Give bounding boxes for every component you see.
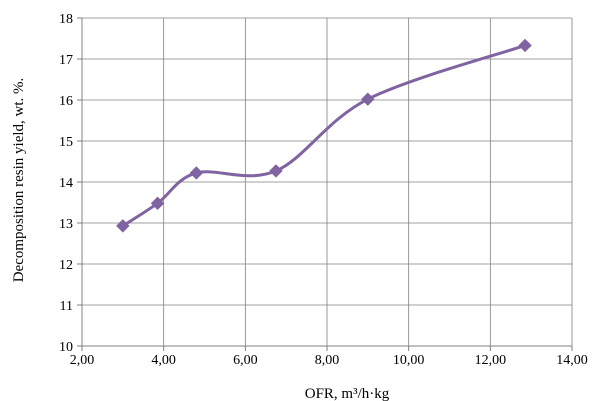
x-tick-label: 12,00 xyxy=(475,353,507,368)
tick-labels: 2,00 4,00 6,00 8,00 10,00 12,00 14,00 10 11 12 13 1… xyxy=(59,12,588,368)
gridlines xyxy=(81,17,573,347)
y-tick-label: 12 xyxy=(59,258,73,273)
x-tick-label: 4,00 xyxy=(151,353,176,368)
data-point-marker xyxy=(518,38,532,53)
data-point-marker xyxy=(116,219,130,233)
series xyxy=(116,38,532,233)
y-tick-label: 13 xyxy=(59,217,73,232)
y-tick-label: 16 xyxy=(59,94,73,109)
x-tick-label: 6,00 xyxy=(233,353,258,368)
data-point-marker xyxy=(361,92,375,106)
x-tick-label: 10,00 xyxy=(393,353,425,368)
x-axis-title: OFR, m³/h·kg xyxy=(305,386,390,401)
y-tick-label: 14 xyxy=(59,176,73,191)
y-tick-label: 18 xyxy=(59,12,73,27)
data-point-marker xyxy=(150,196,165,211)
data-point-marker xyxy=(189,166,204,180)
y-tick-label: 15 xyxy=(59,135,73,150)
y-tick-label: 17 xyxy=(59,53,73,68)
data-point-marker xyxy=(269,164,283,178)
series-line xyxy=(121,43,527,228)
x-tick-label: 2,00 xyxy=(70,353,95,368)
y-axis-title: Decomposition resin yield, wt. %. xyxy=(11,78,27,283)
x-tick-label: 8,00 xyxy=(315,353,340,368)
y-tick-label: 11 xyxy=(60,299,73,314)
axes xyxy=(77,17,573,351)
x-tick-label: 14,00 xyxy=(556,353,588,368)
y-tick-label: 10 xyxy=(59,340,73,355)
